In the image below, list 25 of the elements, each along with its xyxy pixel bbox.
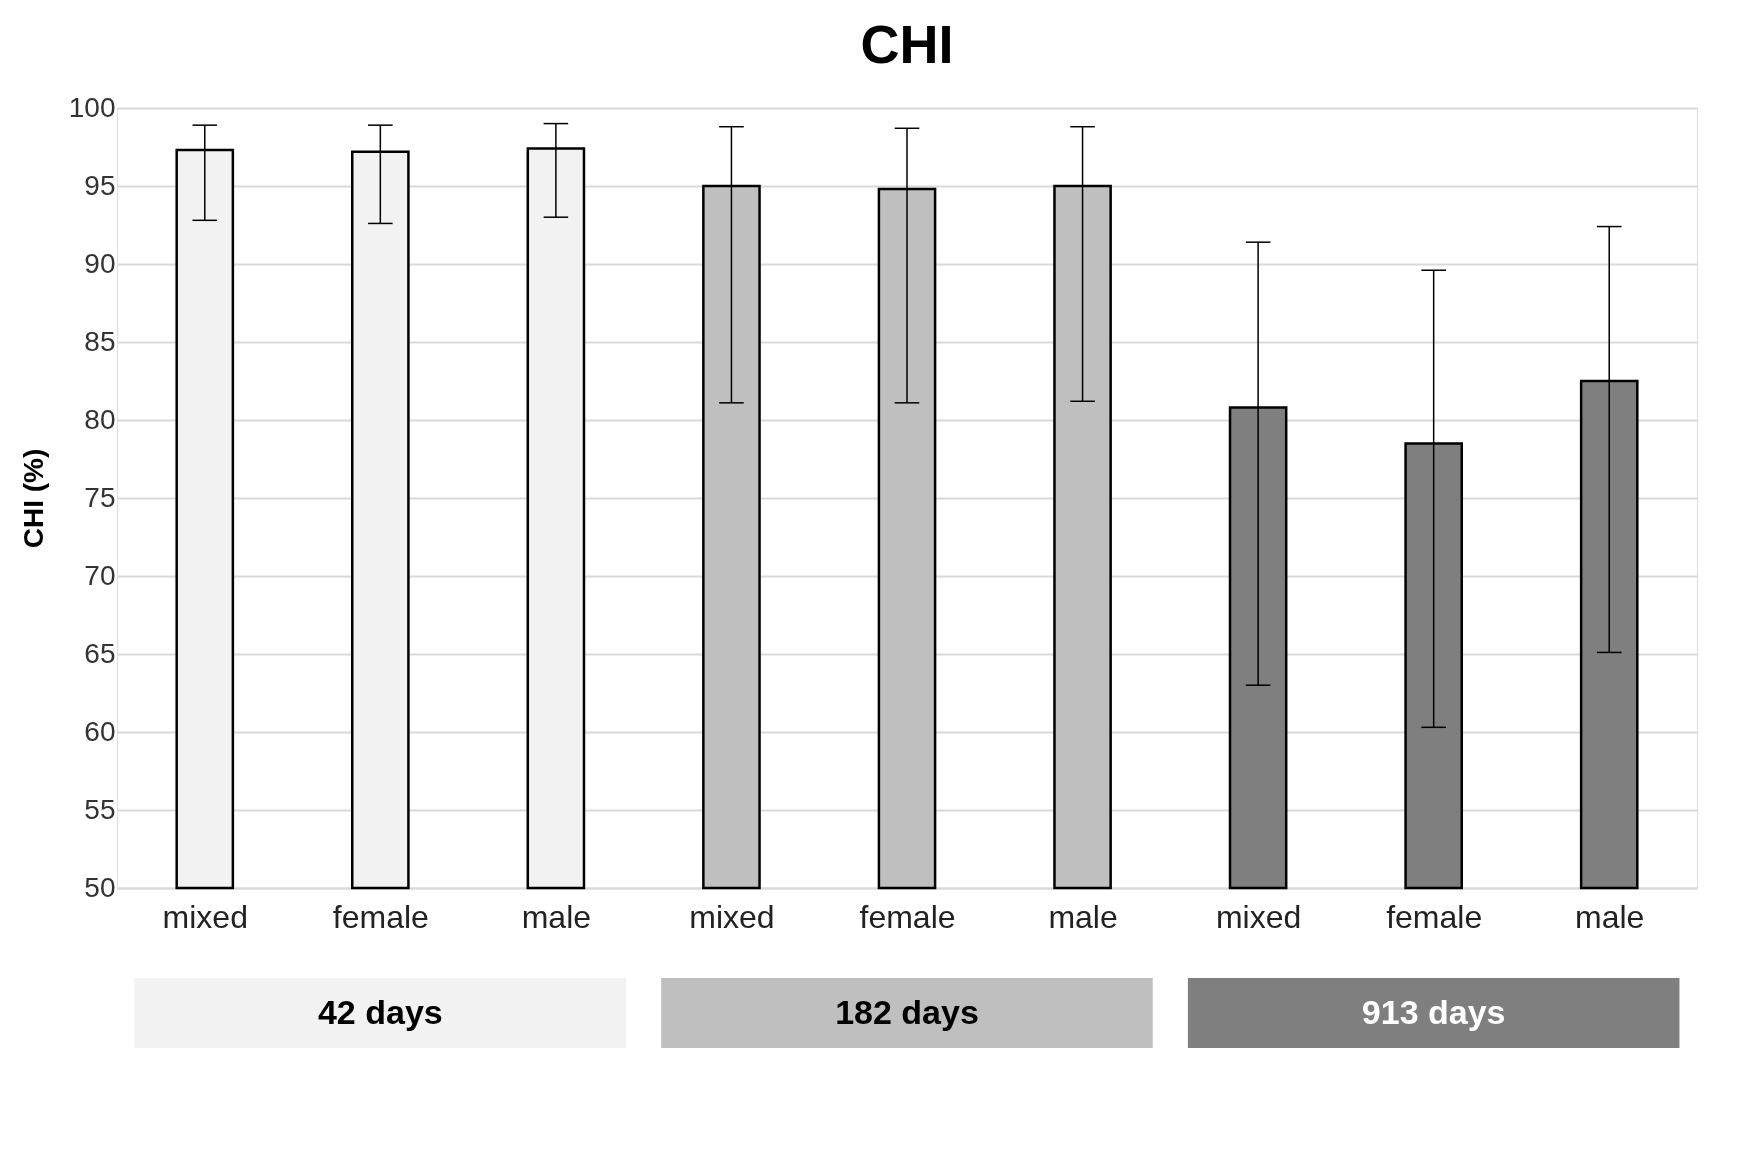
x-tick-label: female [859,898,956,935]
x-tick-label: male [1575,898,1645,935]
chart-title: CHI [860,14,954,74]
y-tick-label: 55 [84,793,116,825]
y-tick-label: 65 [84,637,116,669]
x-tick-label: female [1386,898,1483,935]
text: 42 days [317,993,443,1031]
y-tick-label: 70 [84,559,116,591]
y-tick-label: 100 [68,91,116,123]
y-tick-label: 60 [84,715,116,747]
y-tick-label: 85 [84,325,116,357]
text: 182 days [835,993,979,1031]
x-tick-label: mixed [162,898,248,935]
y-tick-label: 90 [84,247,116,279]
y-tick-label: 75 [84,481,116,513]
y-tick-label: 80 [84,403,116,435]
y-axis-title: CHI (%) [17,448,49,549]
x-tick-label: male [521,898,592,935]
y-tick-label: 95 [84,169,116,201]
x-tick-label: male [1048,898,1118,935]
x-tick-label: mixed [1215,898,1302,935]
x-tick-label: female [332,898,429,935]
x-tick-label: mixed [689,898,775,935]
text: 913 days [1361,993,1506,1031]
y-tick-label: 50 [84,871,116,903]
